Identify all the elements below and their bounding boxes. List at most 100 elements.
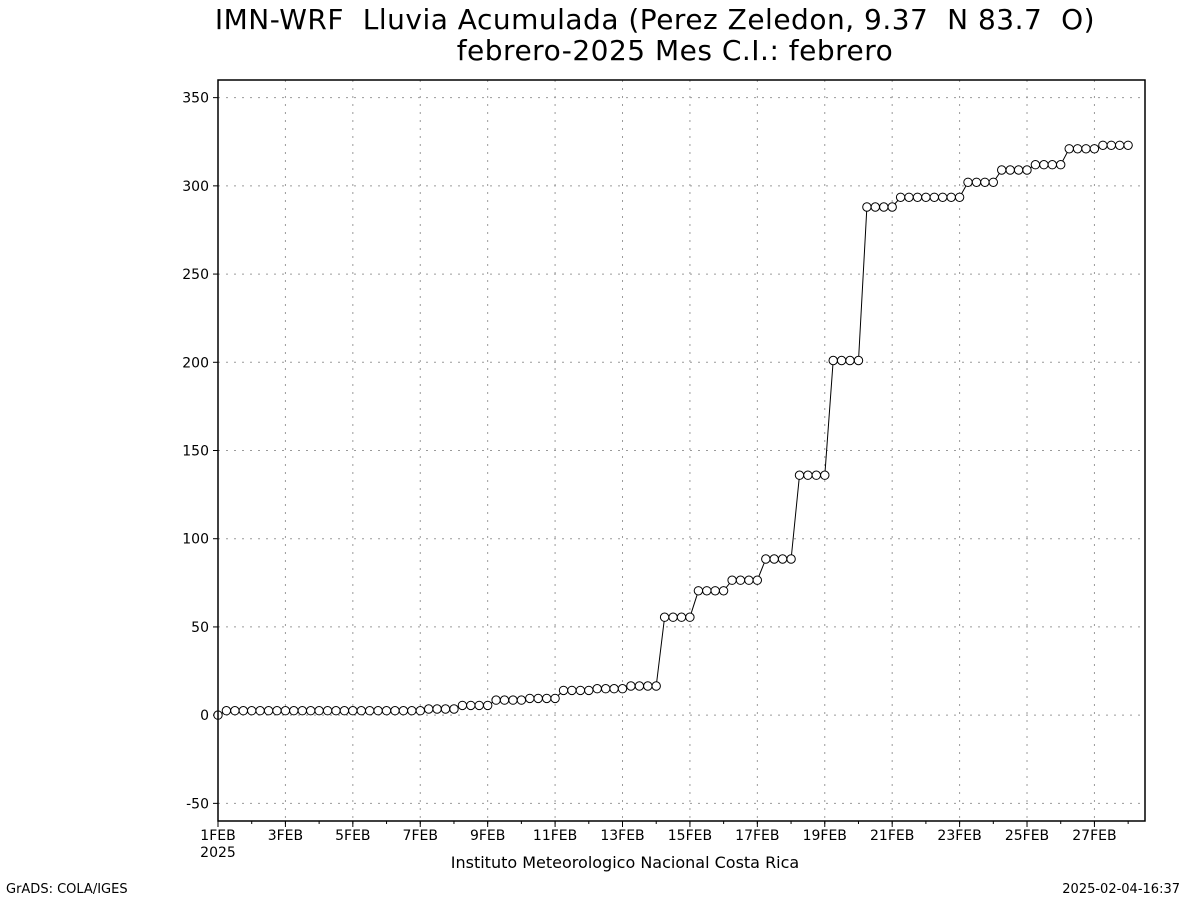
- x-tick-label: 15FEB: [668, 828, 712, 844]
- data-point: [289, 706, 299, 716]
- data-point: [272, 706, 282, 716]
- x-tick-label: 21FEB: [870, 828, 914, 844]
- data-point: [230, 706, 240, 716]
- data-point: [828, 355, 838, 366]
- data-point: [946, 192, 956, 203]
- data-point: [331, 706, 341, 716]
- data-point: [567, 685, 577, 696]
- data-point: [811, 470, 821, 480]
- y-tick-label: 300: [182, 179, 209, 195]
- series-line: [217, 144, 1129, 716]
- y-tick-label: 350: [182, 91, 209, 107]
- y-tick-label: 0: [200, 708, 209, 724]
- x-tick-label: 25FEB: [1005, 828, 1049, 844]
- y-tick-label: 200: [182, 355, 209, 371]
- data-point: [744, 575, 754, 585]
- data-point: [390, 706, 400, 716]
- data-point: [575, 685, 586, 696]
- data-point: [710, 586, 720, 596]
- data-point: [845, 355, 855, 366]
- data-point: [659, 612, 670, 622]
- data-point: [381, 706, 392, 716]
- data-point: [263, 706, 274, 716]
- y-tick-label: 150: [182, 444, 209, 460]
- data-point: [558, 685, 569, 696]
- data-point: [1123, 140, 1133, 151]
- data-point: [499, 695, 510, 705]
- y-tick-label: -50: [186, 796, 209, 812]
- data-point: [1115, 140, 1125, 151]
- data-point: [306, 706, 316, 716]
- data-point: [938, 192, 948, 203]
- data-point: [508, 695, 518, 705]
- data-point: [954, 192, 965, 203]
- data-point: [836, 355, 847, 366]
- data-point: [676, 612, 687, 622]
- data-point: [1089, 144, 1100, 154]
- x-tick-label: 13FEB: [600, 828, 644, 844]
- data-point: [339, 706, 350, 716]
- x-tick-label: 19FEB: [803, 828, 847, 844]
- y-tick-label: 50: [191, 620, 209, 636]
- x-tick-label: 11FEB: [533, 828, 577, 844]
- data-point: [1047, 160, 1058, 170]
- credit-text: Instituto Meteorologico Nacional Costa R…: [450, 853, 800, 872]
- x-tick-label: 27FEB: [1072, 828, 1116, 844]
- data-point: [415, 706, 425, 716]
- data-point: [626, 681, 636, 691]
- data-point: [651, 681, 661, 691]
- data-point: [247, 706, 257, 716]
- data-point: [440, 704, 451, 714]
- data-point: [803, 470, 813, 480]
- data-point: [449, 704, 459, 714]
- data-point: [516, 695, 527, 705]
- data-point: [895, 192, 906, 203]
- data-point: [988, 177, 998, 188]
- data-point: [609, 684, 619, 694]
- data-point: [1072, 144, 1083, 154]
- data-point: [1064, 144, 1074, 154]
- data-point: [1106, 140, 1117, 151]
- data-point: [668, 612, 678, 622]
- data-point: [752, 575, 762, 585]
- data-point: [820, 470, 830, 480]
- data-point: [365, 706, 375, 716]
- data-point: [525, 693, 535, 704]
- data-point: [870, 202, 880, 212]
- data-point: [693, 586, 704, 596]
- data-point: [466, 700, 476, 711]
- data-point: [550, 693, 560, 704]
- data-point: [542, 693, 552, 704]
- data-point: [373, 706, 383, 716]
- data-point: [592, 684, 602, 694]
- data-point: [887, 202, 897, 212]
- data-point: [963, 177, 973, 188]
- data-point: [997, 165, 1007, 175]
- data-point: [1098, 140, 1108, 151]
- data-point: [1030, 160, 1041, 170]
- data-point: [457, 700, 468, 711]
- data-point: [904, 192, 914, 203]
- data-point: [348, 706, 358, 716]
- x-tick-label: 3FEB: [268, 828, 303, 844]
- data-point: [735, 575, 746, 585]
- data-point: [314, 706, 324, 716]
- chart-title: IMN-WRF Lluvia Acumulada (Perez Zeledon,…: [214, 3, 1096, 36]
- footer-timestamp: 2025-02-04-16:37: [1062, 882, 1180, 897]
- data-point: [432, 704, 442, 714]
- data-point: [424, 704, 434, 714]
- data-point: [533, 693, 543, 704]
- y-tick-label: 100: [182, 532, 209, 548]
- data-point: [786, 554, 796, 564]
- data-point: [794, 470, 805, 480]
- data-point: [1005, 165, 1015, 175]
- data-point: [280, 706, 291, 716]
- y-tick-label: 250: [182, 267, 209, 283]
- chart-subtitle: febrero-2025 Mes C.I.: febrero: [456, 34, 894, 67]
- data-point: [1056, 160, 1066, 170]
- data-point: [491, 695, 501, 705]
- data-point: [1039, 160, 1049, 170]
- data-point: [634, 681, 645, 691]
